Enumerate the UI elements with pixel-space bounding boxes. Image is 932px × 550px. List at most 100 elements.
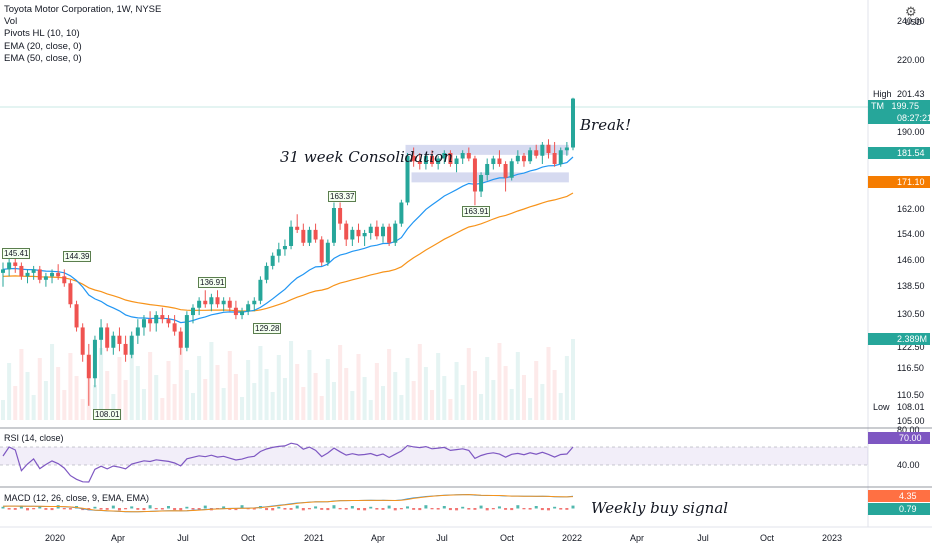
macd-histogram-bar (455, 508, 459, 511)
pivot-high-label: 144.39 (63, 251, 92, 262)
consolidation-annotation: 31 week Consolidation (280, 148, 453, 166)
volume-bar (405, 358, 410, 420)
macd-histogram-bar (50, 508, 54, 511)
rsi-legend[interactable]: RSI (14, close) (4, 433, 64, 443)
macd-histogram-bar (234, 508, 238, 511)
volume-bar (13, 386, 18, 420)
volume-bar (111, 394, 116, 420)
volume-bar (430, 390, 435, 420)
macd-histogram-bar (13, 508, 17, 510)
macd-histogram-bar (571, 505, 575, 509)
candle-body (252, 300, 257, 305)
volume-bar (417, 344, 422, 420)
candle-body (393, 223, 398, 243)
candle-body (172, 323, 177, 332)
macd-histogram-bar (179, 508, 183, 511)
candle-body (56, 272, 61, 277)
price-tick: 154.00 (897, 229, 925, 239)
volume-bar (436, 353, 441, 420)
macd-legend[interactable]: MACD (12, 26, close, 9, EMA, EMA) (4, 493, 150, 503)
volume-bar (25, 372, 30, 420)
candle-body (295, 226, 300, 230)
pivot-high-label: 145.41 (2, 248, 31, 259)
volume-bar (246, 360, 251, 420)
time-label: 2021 (303, 533, 325, 543)
volume-bar (197, 356, 202, 420)
pivot-high-label: 163.37 (328, 191, 357, 202)
legend-ema20[interactable]: EMA (20, close, 0) (4, 40, 82, 52)
volume-bar (460, 385, 465, 420)
ema50-value: 171.10 (897, 177, 925, 187)
volume-bar (233, 374, 238, 420)
volume-bar (141, 389, 146, 420)
price-tick: 138.50 (897, 281, 925, 291)
macd-histogram-bar (130, 506, 134, 509)
time-label: Oct (759, 533, 775, 543)
candle-body (123, 343, 128, 355)
macd-histogram-bar (424, 505, 428, 509)
candle-body (491, 158, 496, 164)
macd-histogram-bar (185, 506, 189, 509)
candle-body (117, 335, 122, 344)
candle-body (191, 307, 195, 316)
time-label: Apr (370, 533, 386, 543)
legend-vol[interactable]: Vol (4, 16, 18, 28)
macd-histogram-bar (142, 508, 146, 511)
macd-histogram-bar (166, 506, 170, 509)
candle-body (276, 249, 281, 256)
price-tick: 130.50 (897, 309, 925, 319)
volume-bar (19, 349, 24, 420)
macd-histogram-bar (277, 506, 281, 509)
legend-pivots[interactable]: Pivots HL (10, 10) (4, 28, 80, 40)
volume-bar (203, 379, 208, 420)
candle-body (454, 158, 459, 164)
macd-histogram-bar (44, 508, 48, 510)
macd-histogram-bar (467, 508, 471, 510)
volume-bar (160, 398, 165, 420)
candle-body (111, 335, 116, 348)
candle-body (246, 304, 251, 312)
candle-body (154, 315, 159, 324)
macd-tag: 4.35 (868, 490, 930, 502)
candle-body (460, 153, 465, 159)
volume-bar (43, 381, 48, 420)
volume-bar (92, 385, 97, 420)
volume-bar (387, 349, 392, 420)
candle-body (448, 153, 453, 164)
ema50-tag: 171.10 (868, 176, 930, 188)
settings-gear-icon[interactable]: ⚙ (905, 4, 917, 19)
legend-ema50[interactable]: EMA (50, close, 0) (4, 52, 82, 64)
volume-bar (270, 392, 275, 420)
volume-tag: 2.389M (868, 333, 930, 345)
time-label: Apr (629, 533, 645, 543)
macd-histogram-bar (148, 505, 152, 509)
candle-body (325, 242, 330, 263)
macd-histogram-bar (559, 508, 563, 510)
macd-histogram-bar (565, 508, 569, 510)
candle-body (381, 226, 385, 237)
macd-histogram-bar (154, 508, 158, 510)
candle-body (129, 335, 134, 355)
macd-histogram-bar (461, 506, 465, 509)
ticker-label: TM (871, 101, 884, 111)
macd-histogram-bar (344, 508, 348, 510)
candle-body (203, 300, 208, 305)
macd-histogram-bar (406, 506, 410, 509)
volume-bar (252, 383, 257, 420)
macd-histogram-bar (252, 508, 256, 510)
volume-bar (344, 368, 349, 420)
macd-histogram-bar (338, 508, 342, 510)
volume-bar (319, 396, 324, 420)
pivot-high-label: 136.91 (198, 277, 227, 288)
macd-histogram-bar (68, 508, 72, 510)
high-label: High (873, 89, 892, 99)
price-tick: 220.00 (897, 55, 925, 65)
volume-bar (215, 365, 220, 420)
candle-body (99, 327, 104, 340)
volume-bar (442, 376, 447, 420)
candle-body (540, 144, 545, 156)
candle-body (485, 164, 490, 175)
time-label: 2020 (44, 533, 66, 543)
macd-histogram-bar (19, 505, 23, 509)
